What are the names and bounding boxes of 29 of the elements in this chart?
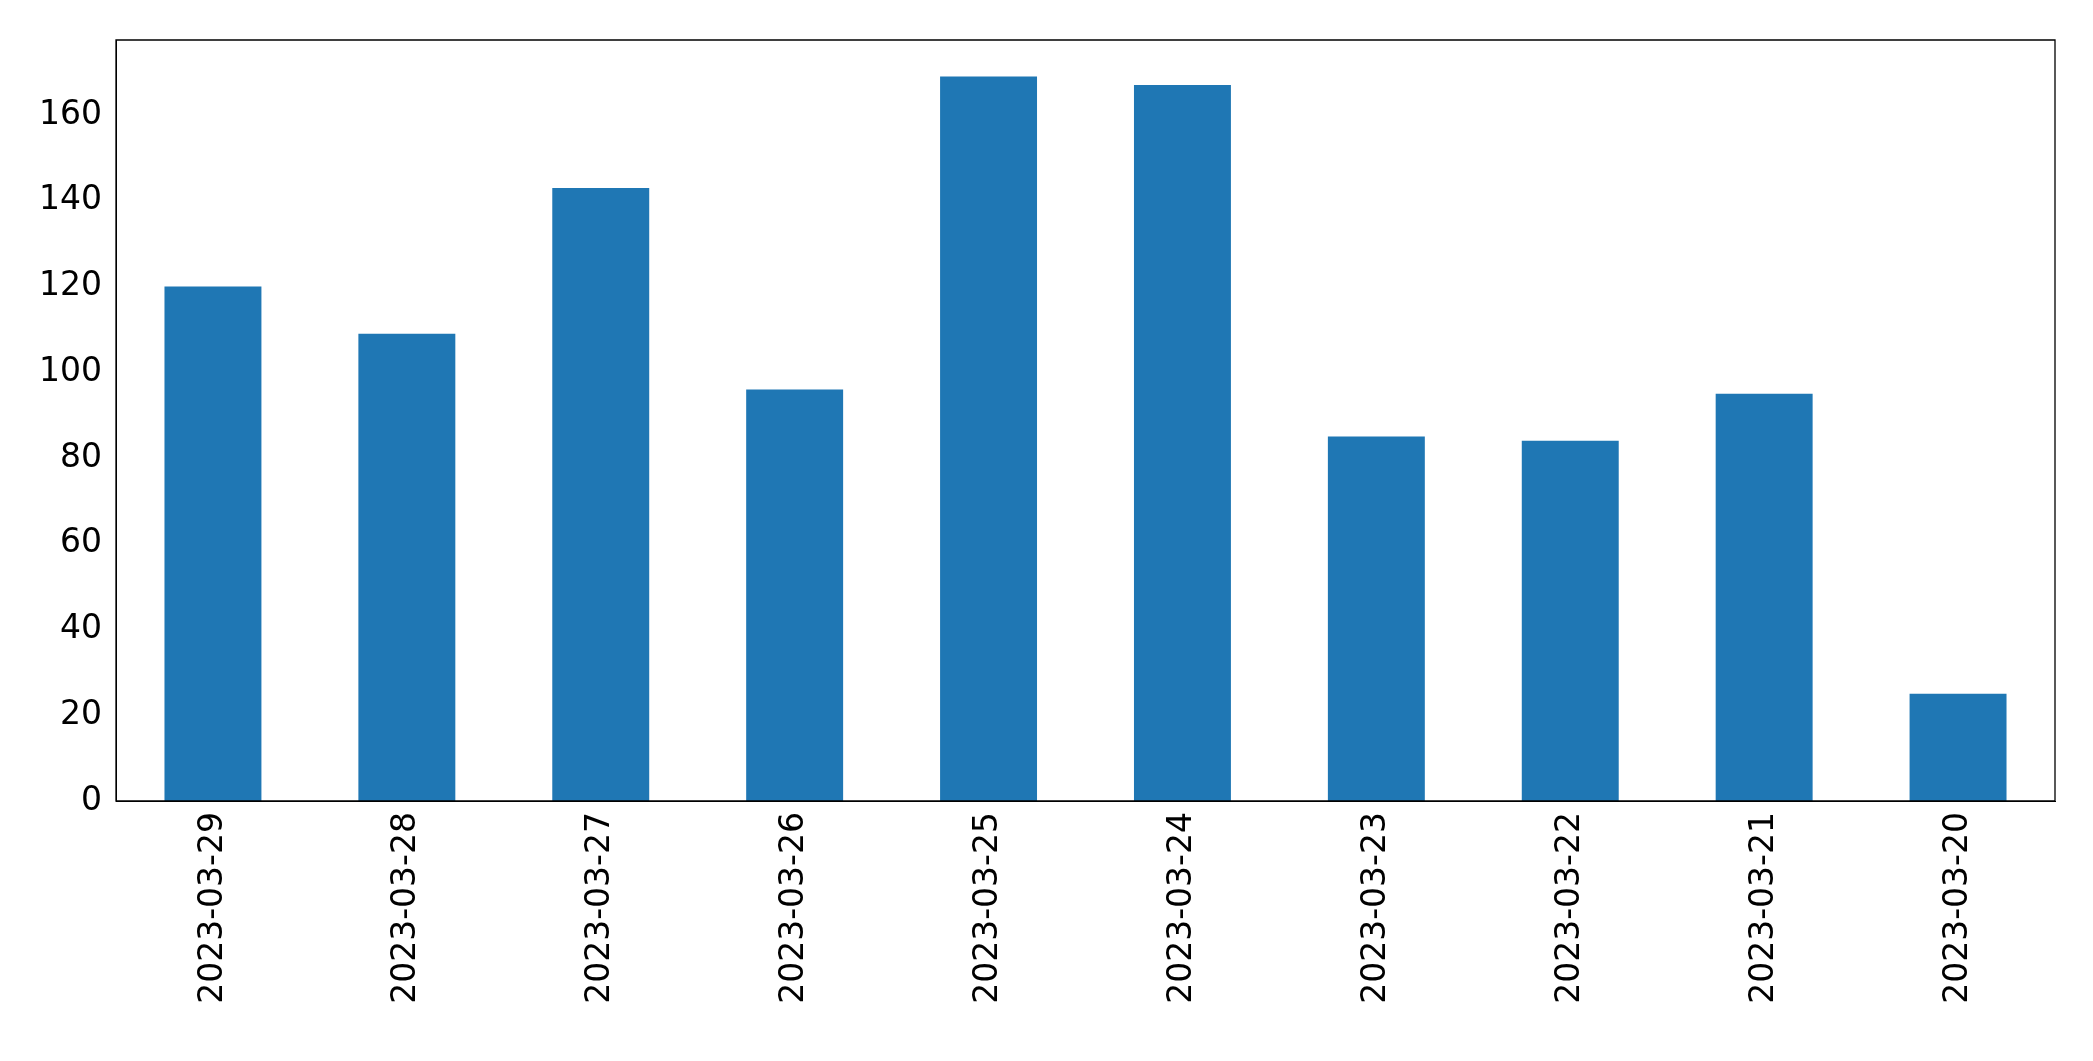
x-tick-label: 2023-03-27 <box>578 812 618 1004</box>
bar <box>940 76 1038 801</box>
x-tick-label: 2023-03-23 <box>1353 812 1393 1004</box>
bar <box>1521 440 1619 801</box>
x-tick-label: 2023-03-24 <box>1160 812 1200 1004</box>
x-tick-label: 2023-03-28 <box>384 812 424 1004</box>
y-tick-label: 80 <box>60 435 102 475</box>
bar <box>746 389 844 801</box>
bar <box>552 187 650 801</box>
bar <box>1327 436 1425 801</box>
y-tick-label: 120 <box>39 264 102 304</box>
y-tick-label: 100 <box>39 349 102 389</box>
y-tick-label: 0 <box>81 778 102 818</box>
y-tick-label: 60 <box>60 521 102 561</box>
x-tick-label: 2023-03-21 <box>1741 812 1781 1004</box>
x-tick-label: 2023-03-29 <box>190 812 230 1004</box>
bar <box>1909 693 2007 801</box>
y-tick-label: 20 <box>60 692 102 732</box>
y-tick-label: 40 <box>60 607 102 647</box>
y-tick-label: 160 <box>39 92 102 132</box>
x-tick-label: 2023-03-22 <box>1547 812 1587 1004</box>
x-tick-label: 2023-03-25 <box>966 812 1006 1004</box>
x-tick-label: 2023-03-26 <box>772 812 812 1004</box>
bar <box>358 333 456 801</box>
bar <box>1133 85 1231 801</box>
y-tick-label: 140 <box>39 178 102 218</box>
x-tick-label: 2023-03-20 <box>1935 812 1975 1004</box>
bar <box>1715 393 1813 801</box>
bar <box>164 286 262 801</box>
